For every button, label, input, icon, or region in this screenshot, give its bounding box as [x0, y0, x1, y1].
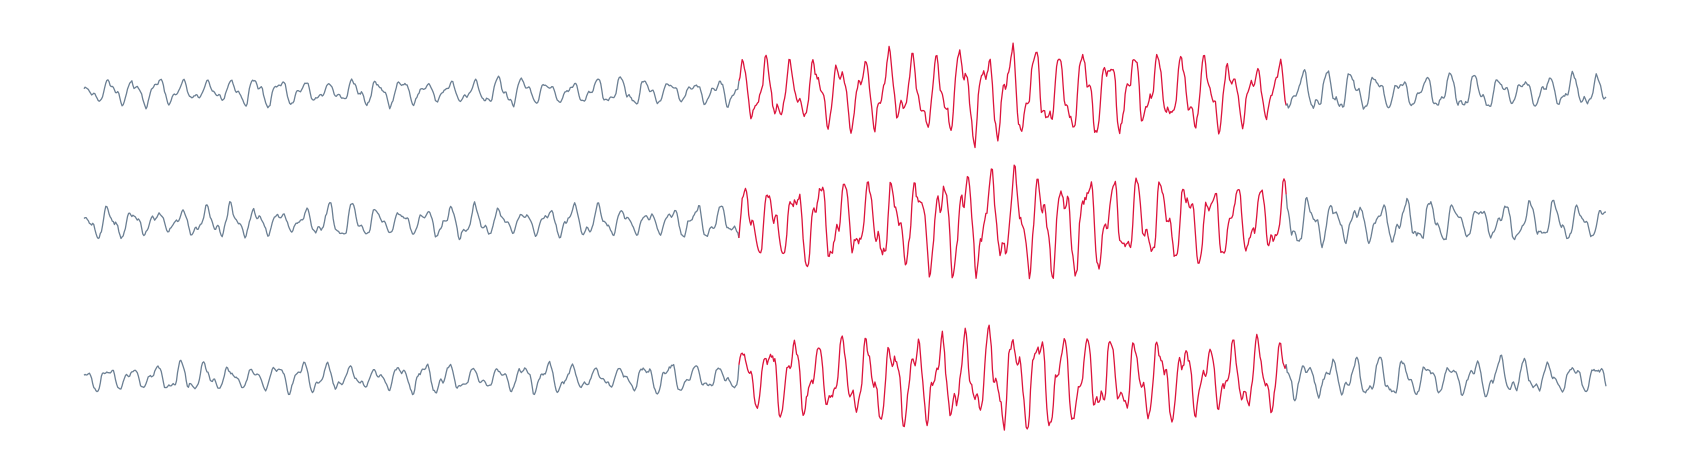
- trace-3-post: [1285, 354, 1607, 402]
- trace-1-highlight: [738, 42, 1287, 149]
- trace-1-post: [1285, 69, 1607, 110]
- trace-2-pre: [83, 201, 740, 241]
- traces-group: [83, 42, 1607, 431]
- trace-2-highlight: [738, 164, 1287, 280]
- trace-3-highlight: [738, 324, 1287, 431]
- trace-1-pre: [83, 75, 740, 110]
- trace-2-post: [1285, 194, 1607, 249]
- trace-3-pre: [83, 359, 740, 396]
